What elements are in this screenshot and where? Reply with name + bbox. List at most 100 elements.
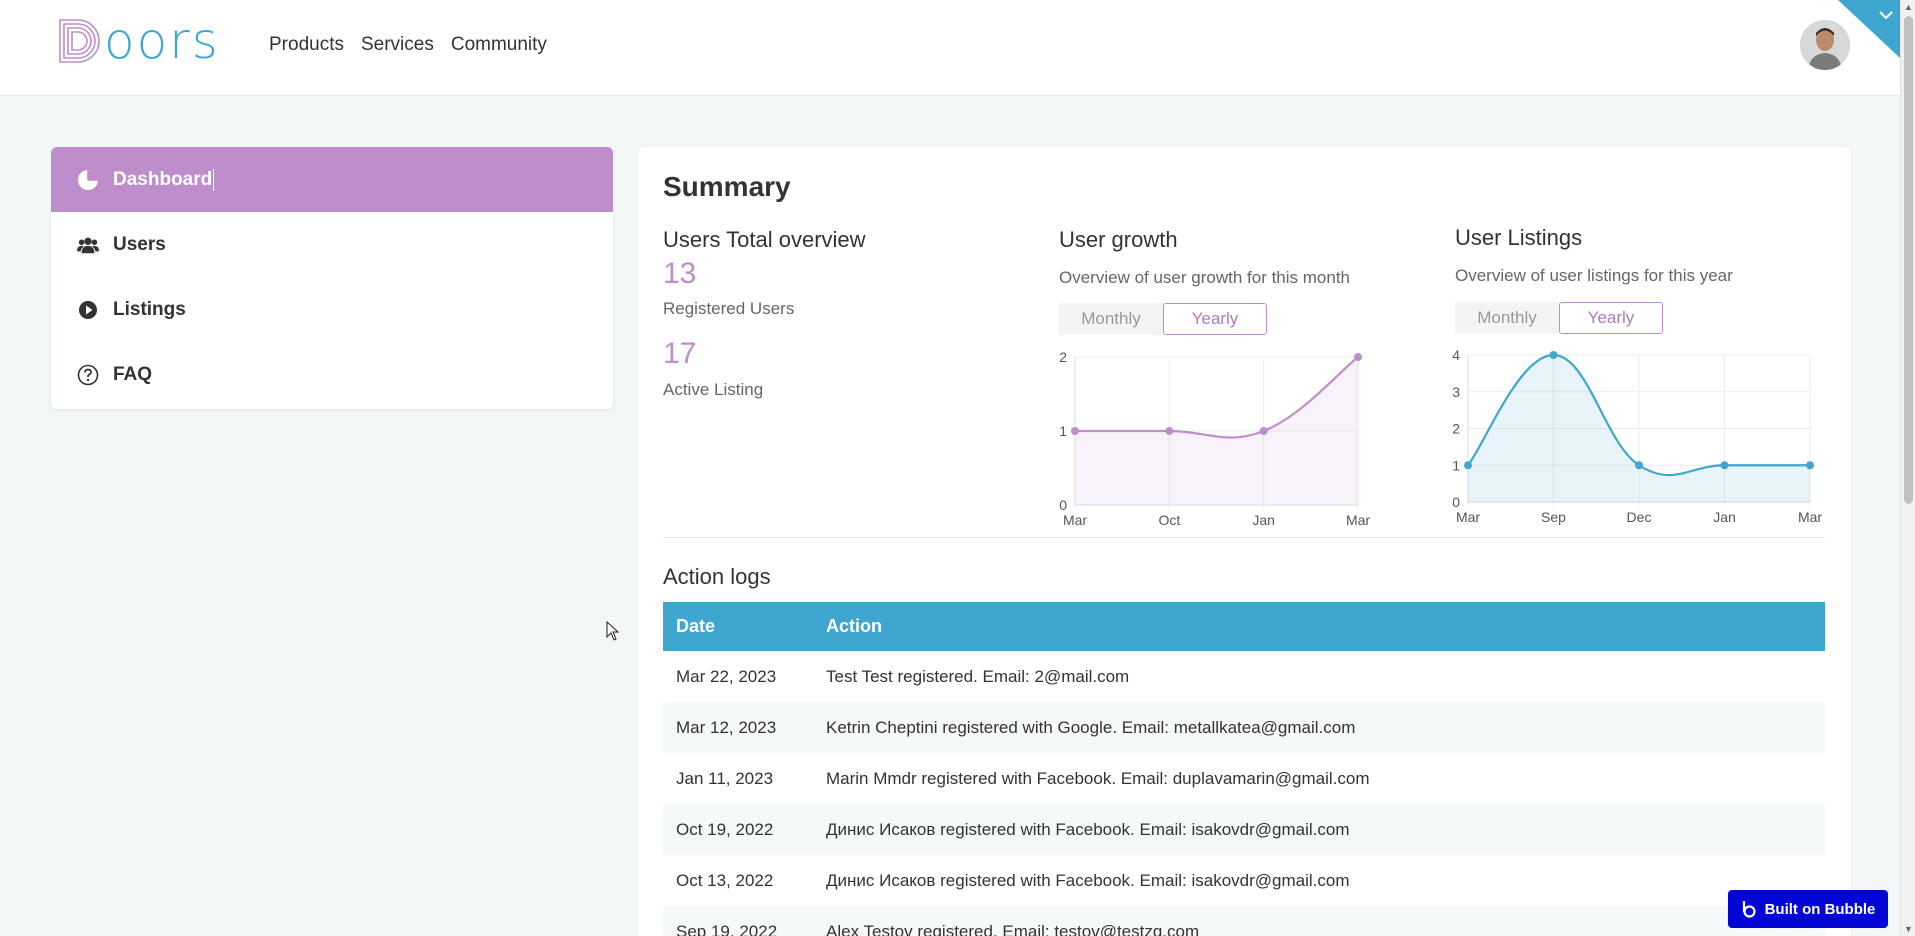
table-header: Date Action [663,602,1825,651]
row-action: Ketrin Cheptini registered with Google. … [826,717,1356,737]
user-growth-title: User growth [1059,227,1178,252]
series-line [1467,353,1810,477]
listings-yearly-option[interactable]: Yearly [1559,302,1663,334]
page-title: Summary [663,171,791,202]
bubble-logo-icon [1742,901,1756,918]
users-icon [77,234,99,256]
data-point[interactable] [1354,353,1362,361]
x-tick-label: Mar [1798,509,1822,525]
growth-yearly-option[interactable]: Yearly [1163,303,1267,335]
y-tick-label: 1 [1059,423,1067,439]
question-circle-icon [77,364,99,386]
doors-logo[interactable]: oors [58,16,220,66]
logo-d-mark [59,19,100,63]
scroll-down-arrow-icon[interactable]: ▼ [1904,924,1913,934]
registered-users-label: Registered Users [663,299,795,318]
x-tick-label: Jan [1713,509,1736,525]
user-listings-title: User Listings [1455,225,1583,250]
row-date: Mar 12, 2023 [676,717,777,737]
overview-title: Users Total overview [663,227,866,252]
row-action: Alex Testov registered. Email: testov@te… [826,921,1200,936]
page-scrollbar[interactable]: ▲ ▼ [1900,0,1915,936]
logo-text: oors [104,12,220,70]
action-logs-title: Action logs [663,564,771,589]
section-divider [663,537,1825,538]
top-header: oors Products Services Community [0,0,1900,96]
chevron-down-icon [1879,11,1893,20]
x-tick-label: Mar [1456,509,1480,525]
text-caret [213,168,215,191]
data-point[interactable] [1071,427,1079,435]
main-panel: Summary Users Total overview 13 Register… [638,147,1851,936]
data-point[interactable] [1806,461,1814,470]
sidebar-item-label: Dashboard [113,168,213,190]
row-action: Test Test registered. Email: 2@mail.com [826,666,1130,686]
x-tick-label: Dec [1627,509,1652,525]
sidebar-item-dashboard[interactable]: Dashboard [51,147,613,212]
table-row: Sep 19, 2022 Alex Testov registered. Ema… [663,906,1825,936]
avatar-image [1800,20,1850,70]
sidebar-item-label: Listings [113,298,186,320]
row-date: Oct 13, 2022 [676,870,774,890]
data-point[interactable] [1720,461,1729,470]
user-listings-period-toggle: Monthly Yearly [1455,302,1663,334]
data-point[interactable] [1259,427,1268,435]
data-point[interactable] [1635,461,1643,470]
action-logs-table: Date Action Mar 22, 2023 Test Test regis… [663,602,1825,936]
y-tick-label: 2 [1452,421,1460,437]
active-listing-count: 17 [663,337,697,370]
user-listings-subtitle: Overview of user listings for this year [1455,266,1733,285]
listings-monthly-option[interactable]: Monthly [1455,302,1559,334]
nav-products[interactable]: Products [269,34,344,55]
user-growth-chart: 0 1 2 Mar Oct Jan Mar [1059,349,1370,528]
nav-services[interactable]: Services [360,34,434,55]
y-tick-label: 1 [1452,457,1460,473]
sidebar-item-label: Users [113,233,166,255]
x-tick-label: Mar [1063,512,1087,528]
user-growth-subtitle: Overview of user growth for this month [1059,268,1351,287]
scroll-up-arrow-icon[interactable]: ▲ [1904,2,1913,12]
row-action: Marin Mmdr registered with Facebook. Ema… [826,768,1370,788]
main-nav: Products Services Community [269,34,547,56]
x-tick-label: Mar [1346,512,1370,528]
series-area [1075,357,1358,505]
sidebar-item-users[interactable]: Users [51,212,613,277]
sidebar-item-faq[interactable]: FAQ [51,342,613,407]
row-date: Mar 22, 2023 [676,666,777,686]
series-line [1075,356,1359,439]
pie-chart-icon [77,169,99,191]
growth-monthly-option[interactable]: Monthly [1059,303,1163,335]
data-point[interactable] [1549,351,1558,359]
badge-label: Built on Bubble [1764,900,1876,918]
table-row: Oct 19, 2022 Динис Исаков registered wit… [663,804,1825,855]
table-body: Mar 22, 2023 Test Test registered. Email… [663,651,1825,936]
y-tick-label: 0 [1059,497,1067,513]
user-avatar[interactable] [1800,20,1850,70]
registered-users-count: 13 [663,257,697,290]
row-date: Jan 11, 2023 [676,768,774,788]
row-action: Динис Исаков registered with Facebook. E… [826,870,1350,890]
scrollbar-thumb[interactable] [1904,16,1913,504]
data-point[interactable] [1165,427,1174,435]
built-on-bubble-badge[interactable]: Built on Bubble [1728,890,1888,928]
user-listings-chart: 0 1 2 3 4 Mar Sep Dec Jan Mar [1452,347,1822,525]
y-tick-label: 2 [1059,349,1067,365]
active-listing-label: Active Listing [663,380,764,399]
sidebar: Dashboard Users Listings [51,147,613,409]
row-date: Oct 19, 2022 [676,819,774,839]
mouse-pointer-icon [606,621,620,641]
row-action: Динис Исаков registered with Facebook. E… [826,819,1350,839]
y-tick-label: 4 [1452,347,1460,363]
x-tick-label: Sep [1541,509,1566,525]
table-row: Oct 13, 2022 Динис Исаков registered wit… [663,855,1825,906]
table-row: Mar 22, 2023 Test Test registered. Email… [663,651,1825,702]
user-growth-period-toggle: Monthly Yearly [1059,303,1267,335]
nav-community[interactable]: Community [450,34,547,55]
table-row: Mar 12, 2023 Ketrin Cheptini registered … [663,702,1825,753]
sidebar-item-listings[interactable]: Listings [51,277,613,342]
y-tick-label: 0 [1452,494,1460,510]
collapse-header-toggle[interactable] [1838,0,1900,58]
x-tick-label: Jan [1252,512,1275,528]
data-point[interactable] [1464,461,1472,470]
table-row: Jan 11, 2023 Marin Mmdr registered with … [663,753,1825,804]
